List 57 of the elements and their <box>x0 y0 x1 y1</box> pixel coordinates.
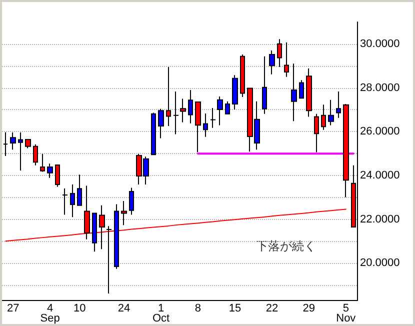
y-tick-label: 20.0000 <box>360 257 400 270</box>
candlestick <box>262 56 267 114</box>
x-tick-label: 4 Sep <box>40 302 60 324</box>
candlestick <box>210 107 216 128</box>
candlestick <box>106 226 112 294</box>
candlestick <box>232 74 238 110</box>
candlestick <box>92 212 97 252</box>
candlestick <box>25 139 31 149</box>
candlestick <box>314 113 319 153</box>
candlestick <box>180 98 186 123</box>
x-tick-label: 15 <box>228 302 242 314</box>
candlestick <box>77 174 82 206</box>
y-tick-label: 28.0000 <box>360 82 400 94</box>
y-tick-label: 22.0000 <box>360 213 400 226</box>
candlestick <box>277 38 282 68</box>
y-tick-label: 30.0000 <box>360 38 400 50</box>
candlestick <box>173 91 179 135</box>
x-tick-label: 22 <box>266 302 278 314</box>
candlestick <box>240 54 245 98</box>
candlestick <box>195 102 201 153</box>
candlestick <box>217 96 223 126</box>
candlestick <box>47 163 53 178</box>
candlestick <box>321 104 326 130</box>
candlestick <box>40 154 45 172</box>
candlestick <box>343 104 349 198</box>
candlestick <box>306 68 312 118</box>
x-tick-label: 27 <box>6 302 20 314</box>
candlestick <box>299 80 304 99</box>
candlestick <box>151 112 156 156</box>
x-tick-label: 24 <box>118 302 130 314</box>
x-tick-label: 29 <box>302 302 316 314</box>
candlestick <box>129 187 134 216</box>
candlestick <box>336 91 341 118</box>
candlestick <box>291 63 297 122</box>
candlestick <box>62 188 68 216</box>
candlestick <box>166 66 171 126</box>
x-tick-label: 5 Nov <box>336 302 356 324</box>
candlestick <box>188 89 193 124</box>
candlestick <box>158 108 164 139</box>
candlestick <box>3 132 8 156</box>
x-tick-label: 8 <box>194 302 202 314</box>
candlestick <box>328 99 334 126</box>
candlestick <box>203 112 208 138</box>
candlestick <box>225 100 230 114</box>
candlestick <box>18 132 23 171</box>
candlestick <box>10 132 16 150</box>
candlestick <box>284 42 289 78</box>
x-tick-label: 10 <box>74 302 86 314</box>
candlestick <box>269 50 275 75</box>
candlestick <box>70 184 75 218</box>
candlestick <box>33 144 38 166</box>
y-tick-label: 24.0000 <box>360 170 400 182</box>
candlestick <box>55 164 60 188</box>
candlestick <box>114 204 119 270</box>
candlestick <box>121 200 127 226</box>
y-tick-label: 26.0000 <box>360 126 400 138</box>
x-tick-label: 1 Oct <box>152 302 170 324</box>
